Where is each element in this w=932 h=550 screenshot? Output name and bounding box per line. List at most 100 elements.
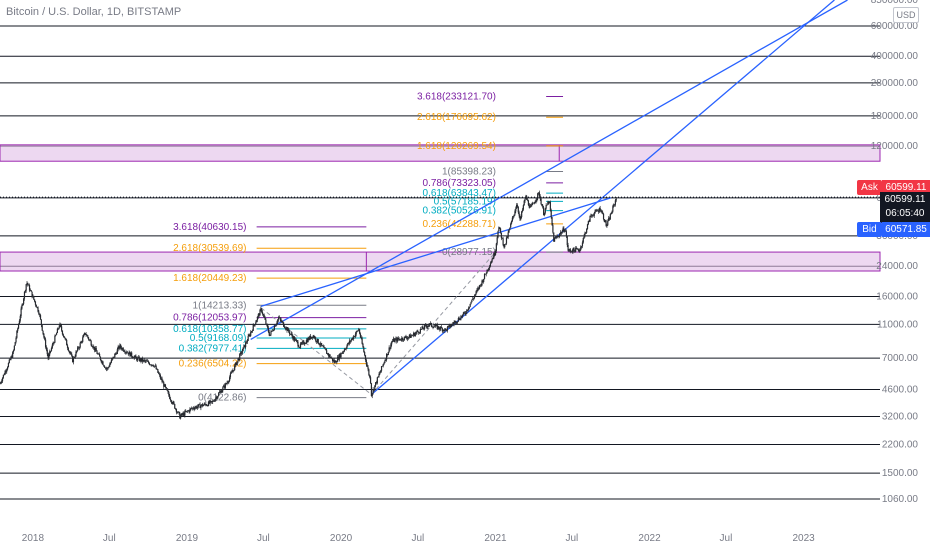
- price-candle: [324, 346, 326, 350]
- candle-body: [595, 210, 597, 212]
- price-candle: [570, 248, 572, 254]
- price-candle: [382, 363, 384, 368]
- candle-body: [305, 340, 308, 344]
- price-candle: [288, 330, 291, 337]
- price-candle: [91, 343, 93, 347]
- candle-body: [399, 339, 401, 341]
- candle-body: [396, 338, 398, 342]
- price-candle: [574, 249, 576, 253]
- price-candle: [264, 315, 266, 321]
- price-candle: [124, 349, 126, 354]
- price-candle: [526, 198, 529, 202]
- price-candle: [150, 363, 152, 367]
- candle-body: [96, 351, 98, 354]
- candle-body: [156, 369, 158, 370]
- price-candle: [21, 303, 23, 310]
- candle-body: [99, 353, 101, 357]
- candle-body: [73, 357, 75, 359]
- price-candle: [436, 322, 438, 331]
- candle-body: [403, 336, 405, 341]
- candle-body: [285, 327, 287, 329]
- price-candle: [234, 363, 236, 371]
- price-candle: [164, 383, 166, 387]
- candle-body: [343, 349, 346, 352]
- candle-body: [244, 345, 246, 348]
- candle-body: [240, 352, 243, 354]
- price-candle: [107, 366, 109, 370]
- price-candle: [80, 340, 82, 344]
- price-candle: [368, 368, 370, 377]
- price-candle: [300, 341, 302, 346]
- price-candle: [261, 307, 263, 314]
- price-candle: [331, 356, 333, 360]
- candle-body: [436, 324, 438, 329]
- price-candle: [372, 386, 374, 395]
- candle-body: [340, 353, 342, 358]
- candle-body: [155, 365, 157, 370]
- price-candle: [126, 350, 129, 354]
- candle-body: [377, 376, 379, 378]
- candle-body: [229, 377, 231, 382]
- candle-body: [369, 377, 372, 384]
- candle-body: [281, 321, 283, 323]
- price-candle: [166, 387, 168, 391]
- candle-body: [190, 408, 192, 409]
- candle-body: [282, 321, 284, 323]
- candle-body: [202, 405, 205, 407]
- price-candle: [576, 247, 578, 250]
- price-axis-label: 16000.00: [876, 291, 918, 302]
- candle-body: [91, 345, 93, 347]
- candle-body: [453, 322, 455, 325]
- candle-body: [322, 345, 324, 348]
- candle-body: [431, 326, 433, 328]
- candle-body: [222, 387, 224, 391]
- price-candle: [226, 380, 228, 386]
- candle-body: [86, 335, 88, 336]
- price-candle: [614, 199, 616, 207]
- candle-body: [371, 393, 373, 397]
- candle-body: [331, 358, 334, 361]
- price-candle: [411, 334, 413, 337]
- price-candle: [207, 404, 209, 407]
- time-axis-label: 2020: [330, 533, 353, 544]
- price-candle: [309, 335, 311, 341]
- price-candle: [294, 337, 297, 341]
- price-candle: [446, 325, 448, 333]
- candle-body: [597, 210, 599, 212]
- candle-body: [350, 339, 352, 342]
- candle-body: [507, 232, 509, 238]
- candle-body: [223, 385, 225, 388]
- price-candle: [131, 355, 134, 359]
- candle-body: [381, 365, 383, 367]
- price-candle: [213, 399, 216, 402]
- candle-body: [510, 223, 512, 228]
- candle-body: [473, 295, 475, 299]
- candle-body: [71, 355, 74, 363]
- price-candle: [472, 297, 475, 301]
- candle-body: [259, 309, 261, 316]
- candle-body: [147, 361, 149, 362]
- candle-body: [594, 210, 596, 214]
- candle-body: [558, 236, 560, 238]
- candle-body: [264, 317, 266, 320]
- price-candle: [252, 323, 254, 331]
- price-candle: [510, 220, 513, 225]
- candle-body: [526, 199, 529, 201]
- price-candle: [222, 386, 224, 393]
- price-candle: [286, 327, 288, 333]
- price-candle: [46, 347, 48, 357]
- candle-body: [168, 392, 170, 396]
- candle-body: [402, 339, 405, 341]
- candle-body: [388, 347, 390, 352]
- currency-badge[interactable]: USD: [893, 7, 919, 23]
- candle-body: [610, 213, 612, 215]
- candle-body: [433, 326, 435, 328]
- price-candle: [296, 340, 298, 344]
- candle-body: [439, 328, 441, 330]
- symbol-title: Bitcoin / U.S. Dollar, 1D, BITSTAMP: [6, 6, 182, 18]
- candle-body: [409, 334, 411, 338]
- price-candle: [356, 329, 358, 333]
- candle-body: [243, 345, 245, 348]
- price-axis-label: 24000.00: [876, 261, 918, 272]
